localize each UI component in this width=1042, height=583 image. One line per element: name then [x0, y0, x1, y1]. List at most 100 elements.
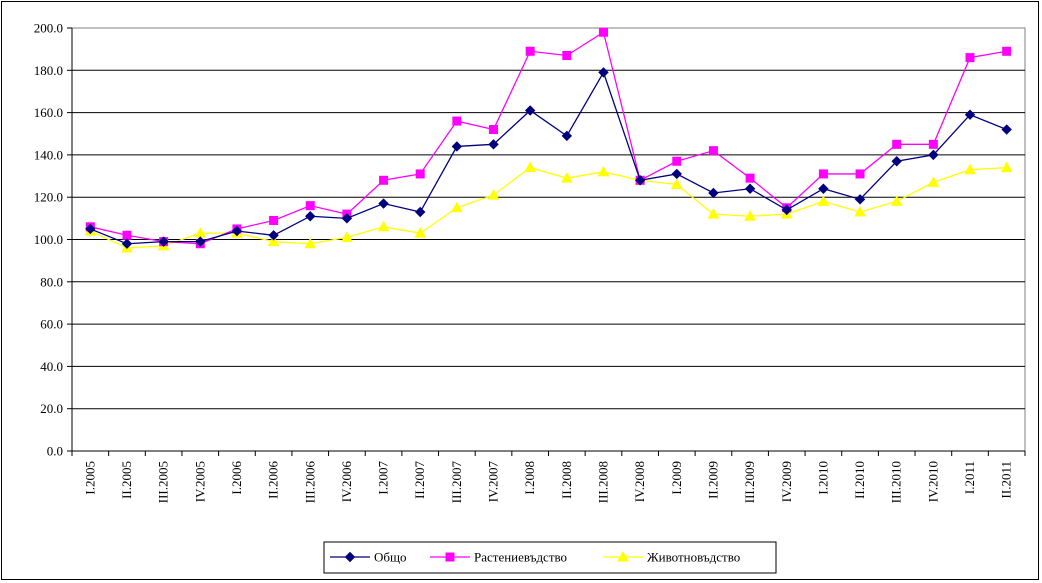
x-tick-label: II.2010 [852, 461, 867, 499]
data-point [964, 163, 976, 175]
x-tick-label: II.2006 [266, 461, 281, 499]
data-point [854, 205, 866, 217]
series-layer [84, 27, 1013, 253]
x-tick-label: III.2008 [595, 461, 610, 503]
data-point [560, 172, 573, 183]
y-tick-label: 80.0 [40, 274, 63, 289]
data-point [598, 67, 609, 78]
series-line [90, 166, 1007, 249]
data-point [855, 169, 865, 179]
data-point [231, 225, 243, 237]
y-tick-label: 60.0 [40, 317, 63, 332]
y-axis: 0.0 20.0 40.0 60.0 80.0 100.0 120.0 140.0 160.0 1… [34, 21, 73, 459]
data-point [634, 175, 646, 186]
data-point [1001, 124, 1012, 135]
data-point [379, 175, 389, 185]
data-point [671, 168, 682, 180]
data-point [670, 178, 683, 190]
data-point [890, 195, 903, 206]
x-tick-label: I.2010 [815, 461, 830, 495]
x-tick-label: I.2006 [229, 461, 244, 495]
data-point [341, 213, 353, 224]
data-point [745, 173, 755, 183]
data-point [85, 223, 96, 235]
x-tick-label: IV.2010 [925, 461, 940, 502]
y-tick-label: 20.0 [40, 401, 63, 416]
data-point [487, 189, 500, 200]
x-tick-label: III.2010 [889, 461, 904, 503]
data-point [892, 139, 902, 149]
data-point [305, 201, 315, 211]
x-tick-label: I.2005 [82, 461, 97, 495]
x-tick-label: II.2007 [412, 461, 427, 499]
data-point [304, 237, 317, 249]
legend-marker [617, 550, 629, 562]
y-tick-label: 0.0 [47, 444, 63, 459]
data-point [378, 198, 389, 209]
data-point [817, 195, 830, 206]
data-point [415, 169, 425, 179]
legend-label: Общо [374, 550, 407, 565]
data-point [267, 235, 280, 247]
x-tick-label: III.2005 [156, 461, 171, 503]
data-point [854, 194, 866, 205]
data-point [451, 201, 463, 213]
x-tick-label: IV.2005 [192, 461, 207, 502]
data-point [598, 27, 608, 37]
data-point [964, 109, 976, 120]
data-point [488, 139, 499, 150]
x-tick-label: II.2008 [559, 461, 574, 499]
data-point [781, 204, 792, 216]
data-point [818, 169, 828, 179]
data-point [268, 230, 279, 241]
data-point [195, 236, 206, 247]
data-point [708, 187, 719, 199]
x-tick-label: III.2006 [302, 461, 317, 504]
series-line [90, 31, 1007, 245]
legend-marker [445, 552, 455, 562]
data-point [414, 227, 427, 238]
y-tick-label: 140.0 [34, 147, 63, 162]
data-point [928, 139, 938, 149]
x-tick-label: I.2011 [962, 461, 977, 494]
data-point [708, 146, 718, 156]
x-tick-label: IV.2007 [486, 461, 501, 503]
y-tick-label: 180.0 [34, 63, 63, 78]
x-tick-label: I.2009 [669, 461, 684, 495]
y-tick-label: 160.0 [34, 105, 63, 120]
data-point [451, 141, 463, 152]
data-point [122, 230, 132, 240]
legend-box [323, 541, 777, 574]
data-point [965, 53, 975, 63]
data-point [562, 50, 572, 60]
data-point [525, 46, 535, 56]
x-tick-label: IV.2008 [632, 461, 647, 502]
data-point [928, 149, 939, 161]
data-point [158, 236, 169, 247]
data-point [597, 165, 610, 177]
data-point [707, 208, 720, 219]
x-axis: I.2005 II.2005 III.2005 IV.2005 I.2006 II.200… [71, 450, 1026, 504]
data-point [415, 206, 426, 218]
data-point [524, 105, 536, 116]
data-point [744, 183, 756, 194]
legend: Общо Растениевъдство Животновъдство [323, 541, 777, 574]
x-tick-label: III.2007 [449, 461, 464, 504]
data-point [561, 130, 573, 142]
legend-marker [344, 551, 356, 563]
data-point [489, 125, 499, 135]
data-point [269, 215, 279, 225]
data-point [121, 238, 133, 249]
series-line [90, 70, 1007, 245]
data-point [1000, 161, 1013, 173]
data-point [818, 183, 829, 194]
data-point [927, 176, 940, 187]
x-tick-label: I.2007 [376, 461, 391, 495]
y-tick-label: 100.0 [34, 232, 63, 247]
legend-label: Растениевъдство [474, 550, 567, 565]
data-point [1002, 46, 1012, 56]
grid-lines [72, 69, 1025, 410]
y-tick-label: 200.0 [34, 21, 63, 36]
x-tick-label: IV.2006 [339, 461, 354, 503]
